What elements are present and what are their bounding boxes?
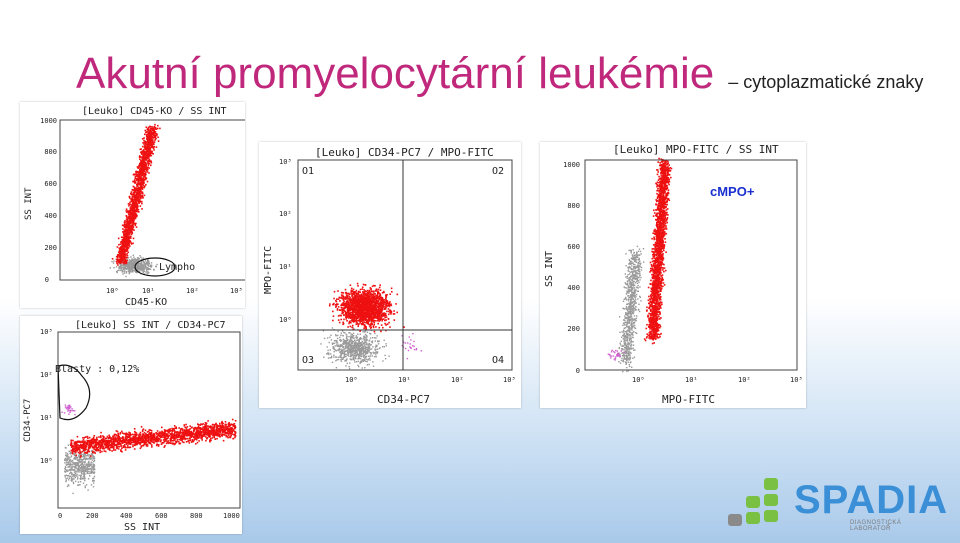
x-tick-label: 10³: [790, 376, 803, 384]
plot-frame: [584, 159, 798, 371]
quadrant-label: O3: [302, 355, 314, 366]
y-tick-label: 10³: [279, 158, 292, 166]
plot-panel-cd34-mpo: [Leuko] CD34-PC7 / MPO-FITC O1 O2 O3 O4 …: [259, 142, 521, 408]
y-axis-label: MPO-FITC: [263, 246, 274, 294]
y-tick-label: 400: [44, 212, 57, 220]
x-tick-label: 600: [155, 512, 168, 520]
y-tick-label: 10⁰: [40, 457, 53, 465]
quadrant-label: O2: [492, 166, 504, 177]
x-tick-label: 10¹: [685, 376, 698, 384]
title-subtitle: – cytoplazmatické znaky: [728, 72, 924, 92]
y-tick-label: 10¹: [279, 263, 292, 271]
event-cloud: [109, 123, 161, 278]
plot-panel-cd45-ss: [Leuko] CD45-KO / SS INT Lympho 10⁰ 10¹ …: [20, 102, 245, 308]
plot-header: [Leuko] SS INT / CD34-PC7: [75, 320, 226, 331]
plot-frame: [297, 159, 513, 371]
x-tick-label: 1000: [223, 512, 240, 520]
plot-mpo-ss: [Leuko] MPO-FITC / SS INT cMPO+ 0 200 40…: [544, 143, 803, 406]
event-cloud: [320, 282, 422, 370]
y-tick-label: 200: [567, 325, 580, 333]
x-tick-label: 10⁰: [106, 287, 119, 295]
x-tick-label: 10²: [738, 376, 751, 384]
plot-frame: [59, 119, 245, 281]
event-cloud: [61, 404, 237, 495]
x-axis-label: SS INT: [124, 522, 160, 533]
x-axis-label: CD34-PC7: [377, 393, 430, 406]
event-cloud: [607, 157, 673, 373]
y-tick-label: 200: [44, 244, 57, 252]
x-tick-label: 10¹: [142, 287, 155, 295]
y-tick-label: 1000: [40, 117, 57, 125]
x-axis-label: MPO-FITC: [662, 393, 715, 406]
y-tick-label: 800: [44, 148, 57, 156]
y-tick-label: 0: [45, 276, 49, 284]
plot-header: [Leuko] CD34-PC7 / MPO-FITC: [315, 146, 494, 159]
y-axis-label: SS INT: [544, 251, 555, 287]
x-tick-label: 10³: [503, 376, 516, 384]
x-tick-label: 0: [58, 512, 62, 520]
y-tick-label: 10¹: [40, 414, 53, 422]
y-tick-label: 0: [576, 367, 580, 375]
logo-wordmark: SPADIA: [794, 478, 949, 522]
logo-tagline: DIAGNOSTICKÁ LABORATOŘ: [850, 520, 902, 532]
y-tick-label: 10⁰: [279, 316, 292, 324]
plot-panel-ss-cd34: [Leuko] SS INT / CD34-PC7 Blasty : 0,12%…: [20, 316, 242, 534]
y-tick-label: 600: [44, 180, 57, 188]
x-tick-label: 200: [86, 512, 99, 520]
x-tick-label: 10⁰: [345, 376, 358, 384]
plot-cd45-ss: [Leuko] CD45-KO / SS INT Lympho 10⁰ 10¹ …: [24, 106, 245, 308]
gate-label: Lympho: [159, 262, 195, 273]
plot-ss-cd34: [Leuko] SS INT / CD34-PC7 Blasty : 0,12%…: [23, 320, 241, 533]
y-tick-label: 10²: [279, 210, 292, 218]
x-tick-label: 10¹: [398, 376, 411, 384]
y-axis-label: SS INT: [24, 187, 34, 220]
y-tick-label: 600: [567, 243, 580, 251]
y-tick-label: 10³: [40, 328, 53, 336]
plot-frame: [57, 331, 241, 509]
title-main: Akutní promyelocytární leukémie: [76, 49, 715, 98]
y-tick-label: 10²: [40, 371, 53, 379]
gate-label: Blasty : 0,12%: [55, 364, 139, 375]
x-tick-label: 800: [190, 512, 203, 520]
x-axis-label: CD45-KO: [125, 297, 167, 308]
y-tick-label: 1000: [563, 161, 580, 169]
plot-header: [Leuko] CD45-KO / SS INT: [82, 106, 227, 117]
x-tick-label: 400: [120, 512, 133, 520]
plot-header: [Leuko] MPO-FITC / SS INT: [613, 143, 779, 156]
plot-cd34-mpo: [Leuko] CD34-PC7 / MPO-FITC O1 O2 O3 O4 …: [263, 146, 516, 406]
plot-panel-mpo-ss: [Leuko] MPO-FITC / SS INT cMPO+ 0 200 40…: [540, 142, 806, 408]
quadrant-label: O4: [492, 355, 504, 366]
logo-mark-icon: [728, 478, 778, 526]
blasty-gate: [57, 364, 91, 421]
cmpo-annotation: cMPO+: [710, 184, 755, 199]
lympho-gate: [134, 257, 176, 277]
x-tick-label: 10³: [230, 287, 243, 295]
spadia-logo: SPADIA DIAGNOSTICKÁ LABORATOŘ: [724, 476, 947, 534]
x-tick-label: 10²: [451, 376, 464, 384]
y-tick-label: 800: [567, 202, 580, 210]
x-tick-label: 10⁰: [632, 376, 645, 384]
quadrant-label: O1: [302, 166, 314, 177]
slide-title: Akutní promyelocytární leukémie – cytopla…: [76, 52, 923, 96]
y-tick-label: 400: [567, 284, 580, 292]
x-tick-label: 10²: [186, 287, 199, 295]
y-axis-label: CD34-PC7: [23, 399, 33, 442]
